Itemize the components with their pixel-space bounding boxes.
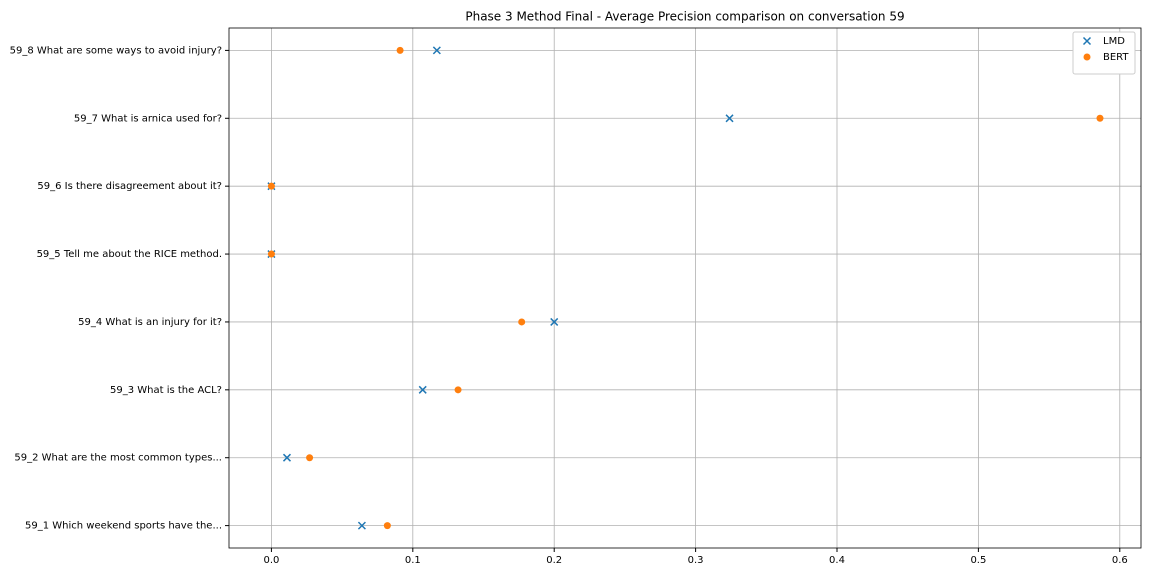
legend-marker [1083,53,1091,61]
x-tick-label: 0.0 [263,555,279,566]
x-tick-label: 0.2 [546,555,562,566]
point [383,522,391,530]
chart-title: Phase 3 Method Final - Average Precision… [465,10,904,24]
y-tick-label: 59_7 What is arnica used for? [74,113,222,124]
y-tick-label: 59_1 Which weekend sports have the... [25,521,222,532]
point [267,182,275,190]
point [432,46,441,55]
point [454,386,462,394]
x-tick-label: 0.1 [405,555,421,566]
x-tick-label: 0.3 [688,555,704,566]
point [306,454,314,462]
y-tick-label: 59_3 What is the ACL? [110,385,222,396]
y-tick-label: 59_4 What is an injury for it? [78,317,222,328]
y-tick-label: 59_8 What are some ways to avoid injury? [10,45,222,56]
legend-label: BERT [1103,52,1129,63]
point [357,521,366,530]
legend-label: LMD [1103,36,1125,47]
x-tick-label: 0.5 [970,555,986,566]
point [518,318,526,326]
point [725,114,734,123]
y-tick-label: 59_5 Tell me about the RICE method. [37,249,222,260]
point [267,250,275,258]
point [282,453,292,462]
x-tick-label: 0.6 [1112,555,1128,566]
point [550,317,559,326]
point [418,385,427,394]
x-tick-label: 0.4 [829,555,845,566]
legend-marker [1082,36,1092,46]
point [396,46,404,54]
y-tick-label: 59_6 Is there disagreement about it? [37,181,222,192]
y-tick-label: 59_2 What are the most common types... [14,453,222,464]
plot-frame [228,27,1142,549]
point [1096,114,1104,122]
